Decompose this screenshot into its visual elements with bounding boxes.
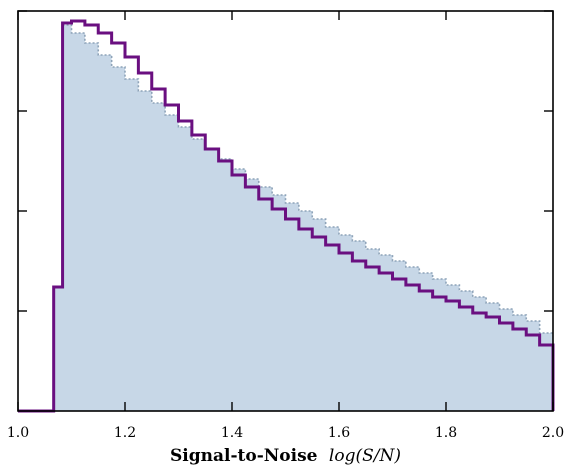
x-tick-label: 1.6 [328,425,350,441]
x-axis-title: Signal-to-Noise log(S/N) [170,446,401,466]
filled-histogram-edge [62,24,553,334]
step-histogram-line [18,19,555,413]
x-tick-label: 1.0 [7,425,29,441]
x-axis-title-text: Signal-to-Noise [170,446,318,466]
x-tick-label: 1.4 [221,425,243,441]
ticks [17,10,554,411]
x-tick-label: 1.8 [435,425,457,441]
tick-labels: 1.0 1.2 1.4 1.6 1.8 2.0 [7,425,564,441]
x-tick-label: 1.2 [114,425,136,441]
plot-area [18,19,555,413]
x-tick-label: 2.0 [542,425,564,441]
x-axis-title-math: log(S/N) [329,446,401,466]
